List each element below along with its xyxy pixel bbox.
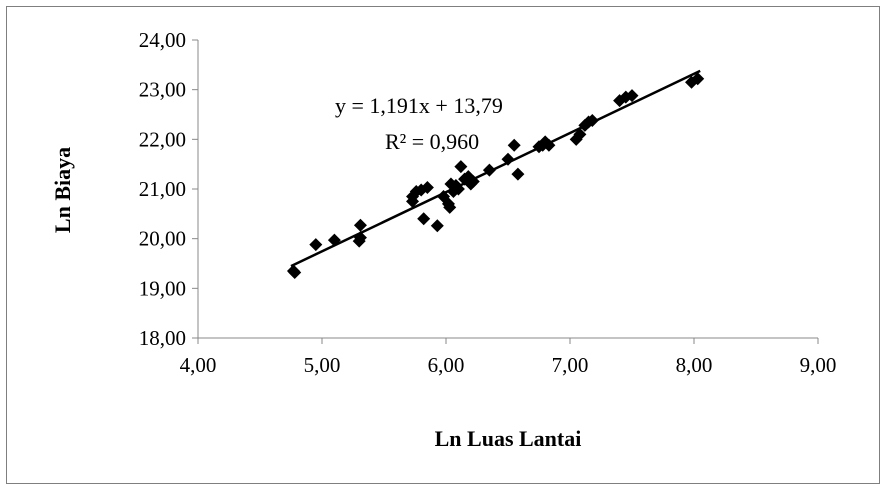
x-tick-label: 9,00 [800, 353, 837, 377]
x-tick-label: 8,00 [676, 353, 713, 377]
y-tick-label: 22,00 [139, 127, 186, 151]
data-point [353, 218, 367, 232]
data-point [443, 200, 457, 214]
data-point [691, 72, 705, 86]
x-axis-title: Ln Luas Lantai [435, 426, 582, 451]
data-point [417, 212, 431, 226]
x-tick-label: 7,00 [552, 353, 589, 377]
data-point [288, 265, 302, 279]
y-axis: 18,00 19,00 20,00 21,00 22,00 23,00 24,00 [139, 28, 199, 350]
y-tick-label: 21,00 [139, 177, 186, 201]
data-point [625, 89, 639, 103]
data-point [454, 160, 468, 174]
trendline-equation: y = 1,191x + 13,79 [335, 93, 503, 118]
y-tick-label: 23,00 [139, 78, 186, 102]
x-axis: 4,00 5,00 6,00 7,00 8,00 9,00 [180, 337, 837, 377]
y-tick-label: 24,00 [139, 28, 186, 52]
x-tick-label: 6,00 [428, 353, 465, 377]
y-tick-label: 19,00 [139, 276, 186, 300]
data-point [507, 138, 521, 152]
y-tick-label: 18,00 [139, 326, 186, 350]
trendline [290, 69, 701, 268]
x-tick-label: 4,00 [180, 353, 217, 377]
data-point [511, 167, 525, 181]
data-point [501, 152, 515, 166]
x-tick-label: 5,00 [304, 353, 341, 377]
trendline-r-squared: R² = 0,960 [385, 129, 479, 154]
y-tick-label: 20,00 [139, 227, 186, 251]
y-axis-title: Ln Biaya [50, 147, 75, 233]
data-point [309, 238, 323, 252]
data-point [420, 181, 434, 195]
chart-frame [6, 6, 880, 484]
data-point [430, 219, 444, 233]
